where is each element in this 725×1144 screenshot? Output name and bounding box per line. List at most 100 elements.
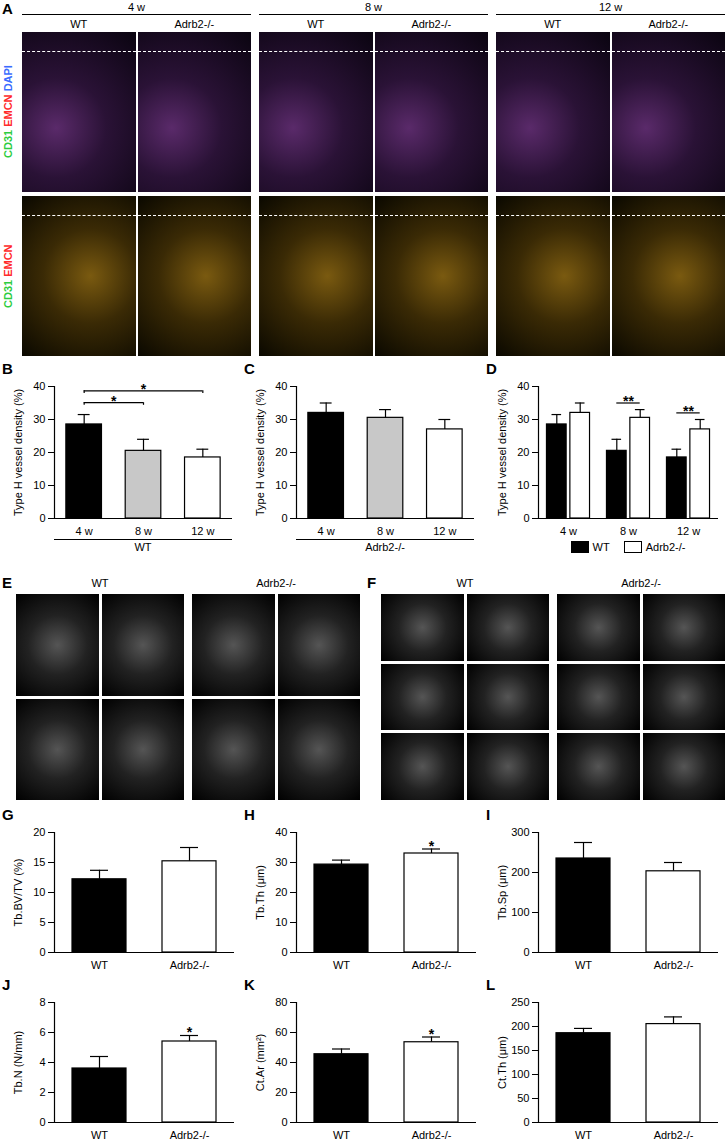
html-text:EMCN: EMCN bbox=[2, 94, 14, 131]
svg-text:0: 0 bbox=[523, 946, 529, 958]
svg-text:WT: WT bbox=[91, 959, 108, 971]
html-text:WT: WT bbox=[544, 18, 562, 30]
svg-text:20: 20 bbox=[517, 446, 529, 458]
svg-text:200: 200 bbox=[511, 866, 529, 878]
svg-text:0: 0 bbox=[523, 512, 529, 524]
svg-text:Tb.BV/TV (%): Tb.BV/TV (%) bbox=[12, 859, 24, 927]
svg-text:Ct.Ar (mm²): Ct.Ar (mm²) bbox=[254, 1034, 266, 1091]
svg-text:15: 15 bbox=[33, 856, 45, 868]
svg-text:Tb.Sp (μm): Tb.Sp (μm) bbox=[496, 865, 508, 920]
html-text:WT: WT bbox=[70, 18, 88, 30]
svg-text:Adrb2-/-: Adrb2-/- bbox=[412, 1129, 452, 1141]
svg-text:10: 10 bbox=[33, 886, 45, 898]
svg-text:40: 40 bbox=[275, 826, 287, 838]
svg-text:300: 300 bbox=[511, 826, 529, 838]
svg-text:40: 40 bbox=[33, 380, 45, 392]
svg-text:Adrb2-/-: Adrb2-/- bbox=[170, 959, 210, 971]
svg-text:*: * bbox=[429, 1026, 435, 1042]
svg-text:20: 20 bbox=[275, 1086, 287, 1098]
svg-text:40: 40 bbox=[275, 1056, 287, 1068]
svg-text:Tb.Th (μm): Tb.Th (μm) bbox=[254, 865, 266, 920]
svg-text:10: 10 bbox=[275, 916, 287, 928]
svg-text:0: 0 bbox=[39, 1116, 45, 1128]
html-text:WT: WT bbox=[307, 18, 325, 30]
svg-text:Tb.N (N/mm): Tb.N (N/mm) bbox=[12, 1031, 24, 1095]
svg-text:0: 0 bbox=[281, 946, 287, 958]
svg-text:30: 30 bbox=[275, 413, 287, 425]
svg-text:WT: WT bbox=[575, 1129, 592, 1141]
svg-text:**: ** bbox=[623, 393, 634, 409]
svg-text:20: 20 bbox=[275, 446, 287, 458]
html-text:8 w: 8 w bbox=[364, 1, 383, 13]
svg-text:*: * bbox=[429, 838, 435, 854]
svg-text:4: 4 bbox=[39, 1056, 45, 1068]
svg-text:10: 10 bbox=[275, 479, 287, 491]
svg-text:Type H vessel density (%): Type H vessel density (%) bbox=[12, 389, 24, 516]
html-text:Adrb2-/-: Adrb2-/- bbox=[256, 577, 296, 589]
html-text:WT: WT bbox=[456, 577, 474, 589]
svg-text:Type H vessel density (%): Type H vessel density (%) bbox=[496, 389, 508, 516]
html-text:12 w: 12 w bbox=[598, 1, 623, 13]
html-text:DAPI: DAPI bbox=[2, 65, 14, 95]
svg-text:4 w: 4 w bbox=[560, 525, 577, 537]
svg-text:WT: WT bbox=[91, 1129, 108, 1141]
html-text:WT: WT bbox=[91, 577, 109, 589]
svg-text:Adrb2-/-: Adrb2-/- bbox=[170, 1129, 210, 1141]
html-text:Adrb2-/-: Adrb2-/- bbox=[174, 18, 215, 30]
svg-text:*: * bbox=[111, 393, 117, 409]
svg-text:40: 40 bbox=[517, 380, 529, 392]
html-text:CD31: CD31 bbox=[2, 130, 14, 159]
svg-text:8 w: 8 w bbox=[377, 525, 394, 537]
svg-text:**: ** bbox=[683, 403, 694, 419]
svg-text:WT: WT bbox=[333, 1129, 350, 1141]
svg-text:WT: WT bbox=[333, 959, 350, 971]
html-text:EMCN: EMCN bbox=[2, 244, 14, 280]
svg-text:150: 150 bbox=[511, 1044, 529, 1056]
svg-text:0: 0 bbox=[281, 512, 287, 524]
svg-text:Type H vessel density (%): Type H vessel density (%) bbox=[254, 389, 266, 516]
svg-text:20: 20 bbox=[33, 446, 45, 458]
svg-text:Ct.Th (μm): Ct.Th (μm) bbox=[496, 1036, 508, 1089]
svg-text:200: 200 bbox=[511, 1020, 529, 1032]
svg-text:0: 0 bbox=[39, 512, 45, 524]
svg-text:Adrb2-/-: Adrb2-/- bbox=[412, 959, 452, 971]
svg-text:20: 20 bbox=[275, 886, 287, 898]
svg-text:50: 50 bbox=[517, 1092, 529, 1104]
svg-text:12 w: 12 w bbox=[191, 525, 214, 537]
svg-text:Adrb2-/-: Adrb2-/- bbox=[654, 1129, 694, 1141]
html-text:Adrb2-/-: Adrb2-/- bbox=[621, 577, 661, 589]
html-text:CD31: CD31 bbox=[2, 279, 14, 308]
html-text:Adrb2-/-: Adrb2-/- bbox=[648, 18, 689, 30]
svg-text:60: 60 bbox=[275, 1026, 287, 1038]
svg-text:20: 20 bbox=[33, 826, 45, 838]
svg-text:4 w: 4 w bbox=[318, 525, 335, 537]
svg-text:*: * bbox=[141, 381, 147, 397]
svg-text:6: 6 bbox=[39, 1026, 45, 1038]
svg-text:12 w: 12 w bbox=[433, 525, 456, 537]
svg-text:100: 100 bbox=[511, 906, 529, 918]
svg-text:10: 10 bbox=[33, 479, 45, 491]
svg-text:0: 0 bbox=[281, 1116, 287, 1128]
svg-text:8 w: 8 w bbox=[135, 525, 152, 537]
svg-text:Adrb2-/-: Adrb2-/- bbox=[654, 959, 694, 971]
svg-text:0: 0 bbox=[39, 946, 45, 958]
svg-text:40: 40 bbox=[275, 380, 287, 392]
html-text:Adrb2-/-: Adrb2-/- bbox=[411, 18, 452, 30]
svg-text:100: 100 bbox=[511, 1068, 529, 1080]
svg-text:80: 80 bbox=[275, 996, 287, 1008]
svg-text:WT: WT bbox=[575, 959, 592, 971]
svg-text:12 w: 12 w bbox=[677, 525, 700, 537]
svg-text:5: 5 bbox=[39, 916, 45, 928]
svg-text:8: 8 bbox=[39, 996, 45, 1008]
svg-text:30: 30 bbox=[275, 856, 287, 868]
svg-text:8 w: 8 w bbox=[620, 525, 637, 537]
svg-text:250: 250 bbox=[511, 996, 529, 1008]
svg-text:0: 0 bbox=[523, 1116, 529, 1128]
svg-text:10: 10 bbox=[517, 479, 529, 491]
svg-text:30: 30 bbox=[517, 413, 529, 425]
svg-text:30: 30 bbox=[33, 413, 45, 425]
svg-text:2: 2 bbox=[39, 1086, 45, 1098]
html-text:4 w: 4 w bbox=[127, 1, 146, 13]
svg-text:*: * bbox=[187, 1024, 193, 1040]
svg-text:4 w: 4 w bbox=[76, 525, 93, 537]
